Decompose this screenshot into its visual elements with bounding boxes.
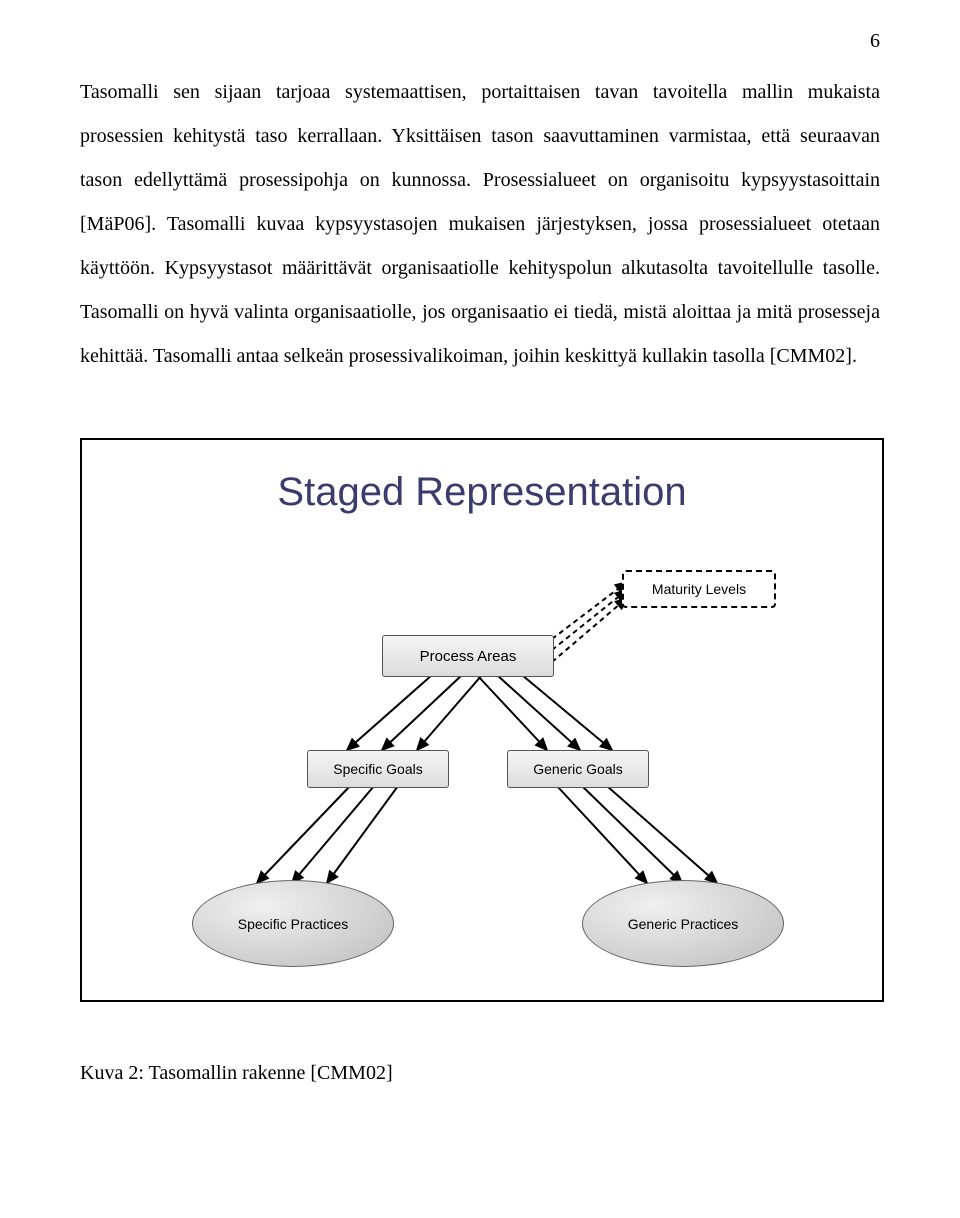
page: 6 Tasomalli sen sijaan tarjoaa systemaat… [0,0,960,1125]
node-process-areas: Process Areas [382,635,554,677]
figure-caption: Kuva 2: Tasomallin rakenne [CMM02] [80,1062,880,1085]
node-maturity-levels: Maturity Levels [622,570,776,608]
page-number: 6 [870,30,880,53]
figure-frame: Staged Representation Maturity Levels Pro… [80,438,884,1002]
node-generic-practices: Generic Practices [582,880,784,967]
node-generic-goals: Generic Goals [507,750,649,788]
figure-title: Staged Representation [82,470,882,515]
paragraph-text: Tasomalli sen sijaan tarjoaa systemaatti… [80,70,880,378]
node-specific-goals: Specific Goals [307,750,449,788]
node-specific-practices: Specific Practices [192,880,394,967]
